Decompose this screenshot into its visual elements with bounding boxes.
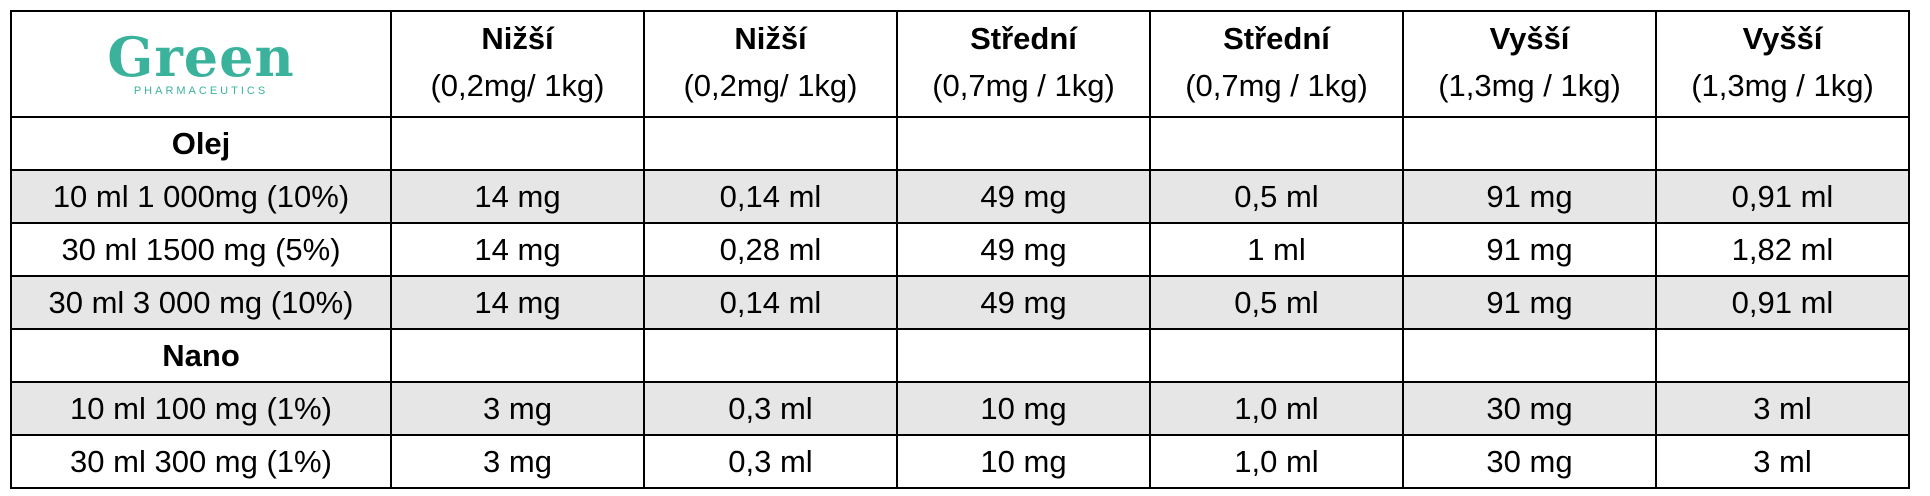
dosage-table: Green PHARMACEUTICS Nižší (0,2mg/ 1kg) Ni… (10, 10, 1910, 489)
column-header: Vyšší (1,3mg / 1kg) (1402, 10, 1657, 118)
dose-cell: 0,14 ml (643, 169, 898, 224)
dose-cell: 1,0 ml (1149, 434, 1404, 489)
logo-cell: Green PHARMACEUTICS (10, 10, 392, 118)
table-row: 10 ml 100 mg (1%) 3 mg 0,3 ml 10 mg 1,0 … (10, 381, 1910, 436)
dose-cell: 0,91 ml (1655, 275, 1910, 330)
dose-cell: 0,5 ml (1149, 169, 1404, 224)
dose-cell: 91 mg (1402, 275, 1657, 330)
empty-cell (643, 116, 898, 171)
dose-cell: 30 mg (1402, 381, 1657, 436)
dose-cell: 3 ml (1655, 434, 1910, 489)
section-label: Nano (10, 328, 392, 383)
logo-word: Green (107, 25, 295, 89)
column-header: Nižší (0,2mg/ 1kg) (643, 10, 898, 118)
header-row: Green PHARMACEUTICS Nižší (0,2mg/ 1kg) Ni… (10, 10, 1910, 118)
dose-cell: 0,5 ml (1149, 275, 1404, 330)
dose-cell: 14 mg (390, 275, 645, 330)
empty-cell (1402, 328, 1657, 383)
empty-cell (1149, 116, 1404, 171)
column-header: Vyšší (1,3mg / 1kg) (1655, 10, 1910, 118)
column-header: Nižší (0,2mg/ 1kg) (390, 10, 645, 118)
dose-cell: 0,3 ml (643, 434, 898, 489)
product-cell: 30 ml 1500 mg (5%) (10, 222, 392, 277)
column-header-title: Vyšší (1489, 21, 1570, 56)
dose-cell: 3 mg (390, 434, 645, 489)
table-row: 30 ml 1500 mg (5%) 14 mg 0,28 ml 49 mg 1… (10, 222, 1910, 277)
column-header: Střední (0,7mg / 1kg) (896, 10, 1151, 118)
dose-cell: 0,91 ml (1655, 169, 1910, 224)
dose-cell: 14 mg (390, 169, 645, 224)
dose-cell: 14 mg (390, 222, 645, 277)
section-row-olej: Olej (10, 116, 1910, 171)
empty-cell (390, 116, 645, 171)
column-header-title: Nižší (481, 21, 554, 56)
product-cell: 30 ml 300 mg (1%) (10, 434, 392, 489)
column-header-title: Nižší (734, 21, 807, 56)
green-pharmaceutics-logo: Green PHARMACEUTICS (16, 30, 386, 98)
product-cell: 10 ml 100 mg (1%) (10, 381, 392, 436)
dose-cell: 0,28 ml (643, 222, 898, 277)
dose-cell: 10 mg (896, 434, 1151, 489)
column-header-dose: (1,3mg / 1kg) (1691, 68, 1874, 103)
dose-cell: 0,14 ml (643, 275, 898, 330)
column-header-dose: (0,7mg / 1kg) (932, 68, 1115, 103)
dose-cell: 30 mg (1402, 434, 1657, 489)
section-row-nano: Nano (10, 328, 1910, 383)
empty-cell (1402, 116, 1657, 171)
dose-cell: 49 mg (896, 222, 1151, 277)
empty-cell (896, 328, 1151, 383)
table-row: 10 ml 1 000mg (10%) 14 mg 0,14 ml 49 mg … (10, 169, 1910, 224)
dose-cell: 1,82 ml (1655, 222, 1910, 277)
dose-cell: 3 mg (390, 381, 645, 436)
dose-cell: 1 ml (1149, 222, 1404, 277)
empty-cell (390, 328, 645, 383)
empty-cell (1655, 328, 1910, 383)
table-row: 30 ml 300 mg (1%) 3 mg 0,3 ml 10 mg 1,0 … (10, 434, 1910, 489)
column-header-title: Střední (970, 21, 1077, 56)
dose-cell: 1,0 ml (1149, 381, 1404, 436)
logo-tagline: PHARMACEUTICS (133, 85, 269, 97)
product-cell: 30 ml 3 000 mg (10%) (10, 275, 392, 330)
dose-cell: 3 ml (1655, 381, 1910, 436)
column-header-dose: (0,2mg/ 1kg) (430, 68, 605, 103)
dose-cell: 91 mg (1402, 222, 1657, 277)
empty-cell (896, 116, 1151, 171)
section-label: Olej (10, 116, 392, 171)
dose-cell: 10 mg (896, 381, 1151, 436)
dose-cell: 49 mg (896, 275, 1151, 330)
dose-cell: 0,3 ml (643, 381, 898, 436)
column-header-dose: (1,3mg / 1kg) (1438, 68, 1621, 103)
table-row: 30 ml 3 000 mg (10%) 14 mg 0,14 ml 49 mg… (10, 275, 1910, 330)
dose-cell: 49 mg (896, 169, 1151, 224)
column-header-title: Střední (1223, 21, 1330, 56)
column-header: Střední (0,7mg / 1kg) (1149, 10, 1404, 118)
empty-cell (643, 328, 898, 383)
column-header-dose: (0,2mg/ 1kg) (683, 68, 858, 103)
empty-cell (1149, 328, 1404, 383)
product-cell: 10 ml 1 000mg (10%) (10, 169, 392, 224)
column-header-title: Vyšší (1742, 21, 1823, 56)
column-header-dose: (0,7mg / 1kg) (1185, 68, 1368, 103)
empty-cell (1655, 116, 1910, 171)
dose-cell: 91 mg (1402, 169, 1657, 224)
